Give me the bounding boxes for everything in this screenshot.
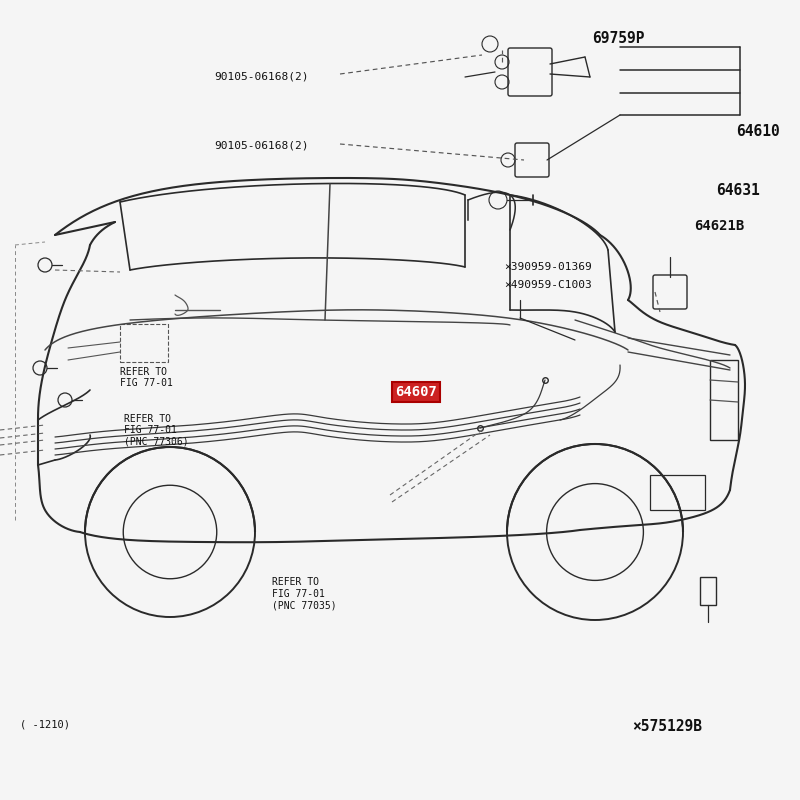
Bar bbox=[710, 360, 738, 440]
Text: REFER TO
FIG 77-01
(PNC 77035): REFER TO FIG 77-01 (PNC 77035) bbox=[272, 577, 337, 610]
Text: 64607: 64607 bbox=[395, 385, 437, 399]
Bar bbox=[650, 475, 705, 510]
Text: 69759P: 69759P bbox=[592, 31, 645, 46]
Text: REFER TO
FIG 77-01
(PNC 77306): REFER TO FIG 77-01 (PNC 77306) bbox=[124, 414, 189, 447]
Text: ×575129B: ×575129B bbox=[632, 719, 702, 734]
Bar bbox=[120, 324, 168, 362]
Text: 64610: 64610 bbox=[736, 124, 780, 138]
Text: 64631: 64631 bbox=[716, 183, 760, 198]
Text: 90105-06168(2): 90105-06168(2) bbox=[214, 141, 309, 150]
Text: ×490959-C1003: ×490959-C1003 bbox=[504, 280, 592, 290]
Text: ( -1210): ( -1210) bbox=[20, 720, 70, 730]
Text: 90105-06168(2): 90105-06168(2) bbox=[214, 72, 309, 82]
Bar bbox=[700, 577, 716, 605]
Text: 64621B: 64621B bbox=[694, 218, 745, 233]
Text: ×390959-01369: ×390959-01369 bbox=[504, 262, 592, 272]
Text: REFER TO
FIG 77-01: REFER TO FIG 77-01 bbox=[120, 366, 173, 388]
